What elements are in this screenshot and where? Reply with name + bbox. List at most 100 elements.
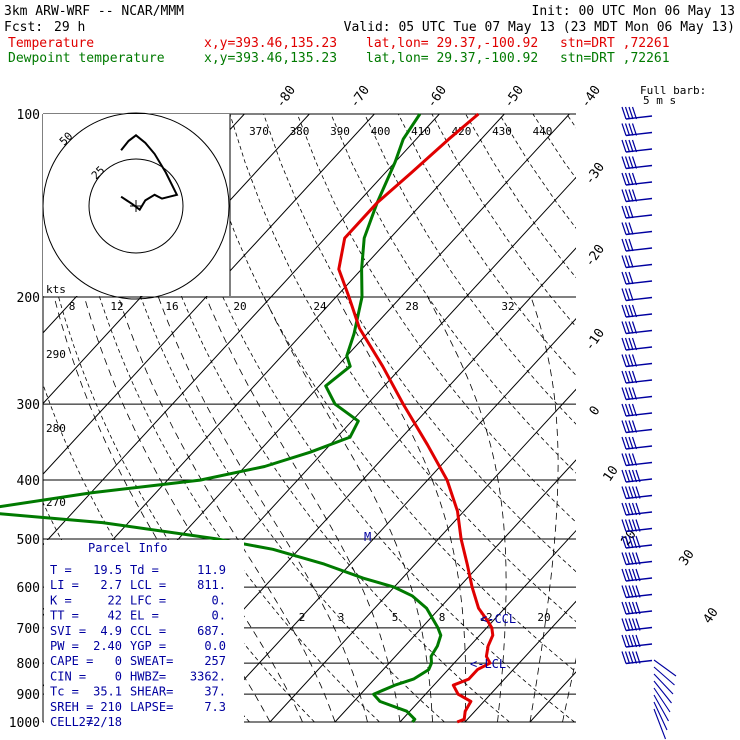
- parcel-row-label: PW =: [50, 639, 79, 653]
- header-valid: Valid: 05 UTC Tue 07 May 13 (23 MDT Mon …: [344, 20, 735, 35]
- theta-label: 440: [533, 125, 553, 138]
- wind-barb-feather: [621, 354, 627, 367]
- wind-barb-low: [653, 673, 674, 695]
- parcel-info-background: [44, 540, 244, 724]
- hodograph-kts-label: kts: [46, 283, 66, 296]
- temperature-tick-right: -30: [582, 160, 608, 188]
- wind-barb-feather: [621, 535, 627, 549]
- wind-barb-feather: [621, 436, 627, 450]
- wind-barb-feather: [624, 222, 631, 235]
- parcel-row-value: 2.7: [100, 578, 122, 592]
- ccl-annotation: <-CCL: [480, 612, 516, 626]
- mixing-ratio-label-lower: 8: [439, 611, 446, 624]
- parcel-row-value2: 3362.: [190, 669, 226, 683]
- temperature-profile: [337, 112, 495, 724]
- wind-barb-feather: [624, 370, 631, 384]
- wind-barb-feather: [628, 519, 634, 532]
- wind-barb-feather: [624, 205, 631, 219]
- wind-barb-feather: [628, 238, 634, 252]
- theta-label: 390: [330, 125, 350, 138]
- isotherm-line: [43, 114, 440, 546]
- wind-barb-feather: [628, 139, 634, 153]
- wind-barb-feather: [621, 552, 627, 565]
- temperature-tick-right: 30: [676, 547, 697, 568]
- parcel-row-value: 42: [108, 609, 122, 623]
- dry-adiabat-line: [634, 114, 740, 722]
- wind-barb-low: [653, 694, 669, 722]
- wind-barb-feather: [624, 288, 631, 301]
- wind-barb-feather: [635, 601, 641, 615]
- wind-barb-feather: [631, 651, 638, 664]
- theta-label: 400: [371, 125, 391, 138]
- dry-adiabat-line: [735, 114, 740, 722]
- wind-barb-feather: [624, 304, 631, 318]
- parcel-row-value: 35.1: [93, 685, 122, 699]
- wind-barb-feather: [628, 354, 634, 367]
- wind-barb-feather: [628, 403, 634, 417]
- wind-barb-feather: [631, 502, 638, 516]
- header-model: 3km ARW-WRF -- NCAR/MMM: [4, 4, 184, 19]
- theta-label: 420: [452, 125, 472, 138]
- wind-barb-feather: [631, 436, 638, 450]
- parcel-row-label2: CCL =: [130, 624, 166, 638]
- temperature-tick-top: -60: [424, 83, 450, 111]
- parcel-info-rows: T = 19.5 Td = 11.9 LI = 2.7 LCL = 811. K = 22 LFC …: [50, 563, 226, 729]
- dry-adiabat-line: [431, 114, 576, 328]
- wind-barb-feather: [624, 502, 631, 516]
- wind-barb-feather: [628, 321, 634, 334]
- wind-barb-feather: [635, 568, 641, 582]
- wind-barb-feather: [628, 502, 634, 516]
- parcel-row-label2: LCL =: [130, 578, 166, 592]
- wind-barb: [625, 461, 653, 467]
- wind-barb-feather: [631, 106, 638, 120]
- wind-barb-feather: [631, 420, 638, 433]
- temperature-tick-right: 40: [700, 605, 721, 626]
- wind-barb-feather: [631, 469, 638, 483]
- legend-temperature-xy: x,y=393.46,135.23: [204, 36, 337, 51]
- wind-barb-feather: [635, 634, 641, 648]
- mixing-ratio-label-upper: 28: [405, 300, 418, 313]
- wind-barb-feather: [631, 535, 638, 549]
- parcel-row-value2: 11.9: [197, 563, 226, 577]
- wind-barb-feather: [628, 651, 634, 664]
- parcel-row-label2: EL =: [130, 609, 159, 623]
- wind-barb-feather: [635, 502, 641, 516]
- parcel-row-value2: 257: [204, 654, 226, 668]
- wind-barb-feather: [621, 403, 627, 417]
- wind-barb-feather: [621, 139, 627, 153]
- parcel-row-value2: 0.0: [204, 639, 226, 653]
- wind-barb-feather: [621, 651, 627, 664]
- barb-legend-line1: Full barb:: [640, 84, 706, 97]
- wind-barb-feather: [624, 106, 631, 120]
- parcel-row-label: SVI =: [50, 624, 86, 638]
- parcel-info-title: Parcel Info: [88, 541, 167, 555]
- wind-barb-feather: [621, 238, 627, 252]
- wind-barb: [625, 148, 653, 153]
- wind-barb-feather: [628, 535, 634, 549]
- dewpoint-profile: [0, 113, 443, 723]
- parcel-row-label: CAPE =: [50, 654, 93, 668]
- wind-barb-feather: [621, 156, 627, 169]
- parcel-row-value2: 811.: [197, 578, 226, 592]
- dry-adiabat-label: 280: [46, 422, 66, 435]
- theta-label: 430: [492, 125, 512, 138]
- pressure-label-600: 600: [17, 581, 40, 596]
- moist-adiabat-line: [529, 296, 559, 722]
- wind-barb-feather: [628, 601, 634, 615]
- wind-barb-feather: [624, 271, 631, 285]
- wind-barb-feather: [631, 519, 638, 532]
- wind-barb-feather: [631, 189, 638, 202]
- wind-barb: [625, 280, 653, 285]
- moist-adiabat-line: [562, 657, 576, 722]
- wind-barb-feather: [628, 387, 634, 400]
- wind-barb: [625, 181, 653, 186]
- wind-barb-feather: [621, 271, 627, 285]
- wind-barb-feather: [621, 255, 627, 268]
- parcel-row-value: 2.40: [93, 639, 122, 653]
- dry-adiabat-line: [263, 114, 576, 573]
- pressure-label-500: 500: [17, 533, 40, 548]
- wind-barb-feather: [621, 634, 627, 648]
- legend-temperature: Temperature: [8, 36, 94, 51]
- wind-barb: [625, 395, 653, 401]
- wind-barb-feather: [628, 420, 634, 433]
